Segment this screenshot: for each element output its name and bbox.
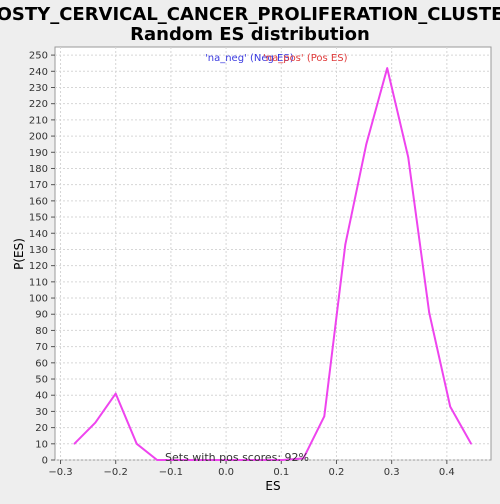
y-tick-label: 10 xyxy=(35,439,48,450)
data-point xyxy=(470,443,472,445)
x-tick-label: −0.2 xyxy=(104,467,128,478)
y-tick-label: 0 xyxy=(42,456,48,467)
y-tick-label: 230 xyxy=(29,83,48,94)
y-tick-label: 140 xyxy=(29,229,48,240)
x-axis-label: ES xyxy=(265,479,280,493)
y-tick-label: 210 xyxy=(29,115,48,126)
x-tick-label: 0.3 xyxy=(384,467,400,478)
data-point xyxy=(365,143,368,145)
y-tick-label: 90 xyxy=(35,310,48,321)
y-tick-label: 20 xyxy=(35,423,48,434)
chart-title-line1: ROSTY_CERVICAL_CANCER_PROLIFERATION_CLUS… xyxy=(0,4,500,25)
plot-area xyxy=(54,46,492,461)
data-point xyxy=(344,243,347,246)
data-point xyxy=(114,392,117,395)
y-tick-label: 170 xyxy=(29,180,48,191)
es-distribution-line xyxy=(73,67,472,461)
data-point xyxy=(449,405,451,408)
pos-scores-annotation: Sets with pos scores: 92% xyxy=(165,451,309,464)
data-point xyxy=(73,443,76,445)
data-point xyxy=(94,421,97,424)
y-tick-label: 250 xyxy=(29,51,48,62)
x-tick-label: 0.0 xyxy=(218,467,234,478)
y-tick-label: 180 xyxy=(29,164,48,175)
series-layer xyxy=(73,67,472,461)
x-tick-label: −0.1 xyxy=(159,467,183,478)
y-tick-label: 80 xyxy=(35,326,48,337)
y-tick-label: 110 xyxy=(29,277,48,288)
y-tick-label: 220 xyxy=(29,99,48,110)
data-point xyxy=(260,459,263,461)
data-point xyxy=(302,457,305,460)
data-point xyxy=(386,67,389,69)
chart-title-line2: Random ES distribution xyxy=(130,24,370,45)
x-tick-label: 0.2 xyxy=(329,467,345,478)
y-tick-label: 70 xyxy=(35,342,48,353)
y-tick-label: 100 xyxy=(29,294,48,305)
y-tick-label: 160 xyxy=(29,196,48,207)
grid xyxy=(55,47,491,461)
y-tick-label: 200 xyxy=(29,132,48,143)
x-tick-label: 0.4 xyxy=(439,467,455,478)
axes: 0 10 20 30 40 50 60 70 80 90 100 110 120 130 140 150 160… xyxy=(29,51,455,478)
y-axis-label: P(ES) xyxy=(12,238,26,270)
data-point xyxy=(197,459,200,461)
y-tick-label: 40 xyxy=(35,391,48,402)
legend-neg-label: 'na_neg' (Neg ES) xyxy=(205,53,294,64)
y-tick-label: 60 xyxy=(35,358,48,369)
data-point xyxy=(323,415,326,418)
y-tick-label: 120 xyxy=(29,261,48,272)
x-tick-label: 0.1 xyxy=(273,467,289,478)
data-point xyxy=(428,311,430,314)
data-point xyxy=(218,459,221,461)
data-point xyxy=(407,156,410,158)
y-tick-label: 190 xyxy=(29,148,48,159)
data-point xyxy=(135,443,138,445)
data-point xyxy=(156,459,158,461)
y-tick-label: 130 xyxy=(29,245,48,256)
y-tick-label: 50 xyxy=(35,375,48,386)
data-point xyxy=(239,459,242,461)
data-point xyxy=(177,459,179,461)
legend-pos-label: 'na_pos' (Pos ES) xyxy=(263,53,348,64)
x-tick-label: −0.3 xyxy=(48,467,72,478)
y-tick-label: 30 xyxy=(35,407,48,418)
y-tick-label: 240 xyxy=(29,67,48,78)
y-tick-label: 150 xyxy=(29,213,48,224)
data-point xyxy=(281,459,284,461)
